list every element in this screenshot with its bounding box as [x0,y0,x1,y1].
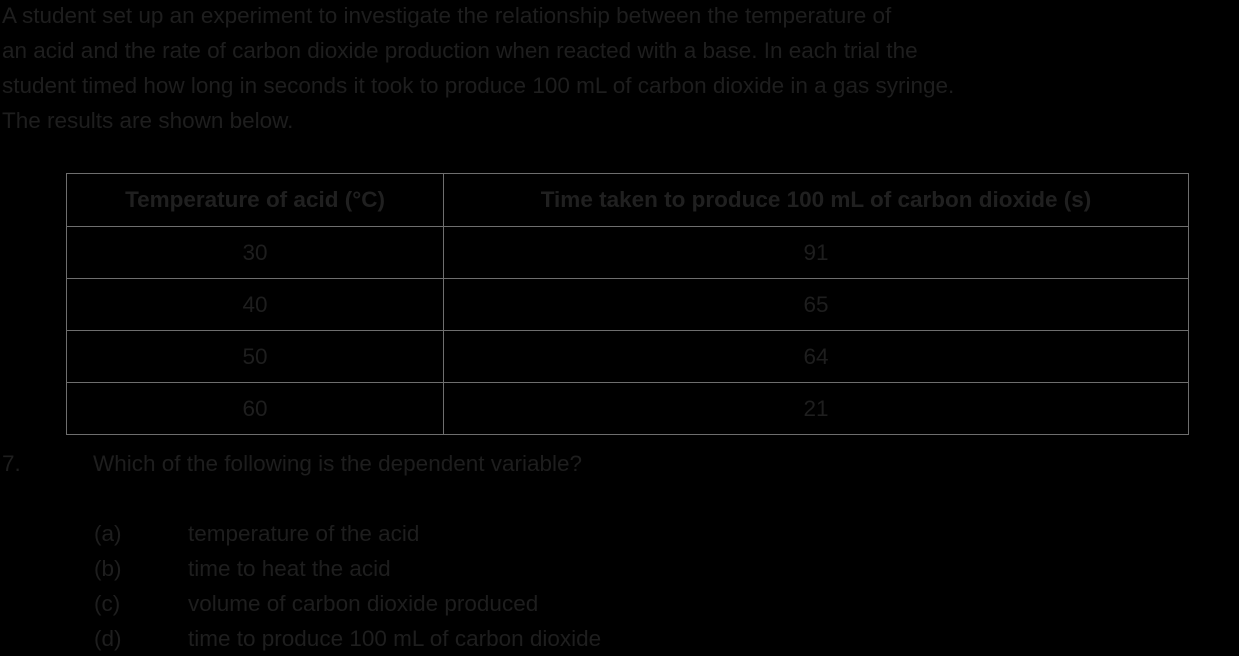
header-time: Time taken to produce 100 mL of carbon d… [443,173,1189,227]
question-text: Which of the following is the dependent … [93,451,583,476]
cell-temperature: 40 [66,278,444,331]
cell-temperature: 50 [66,330,444,383]
table-row: 60 21 [66,382,1189,435]
option-letter: (d) [94,626,122,651]
option-text: temperature of the acid [188,521,420,546]
option-letter: (c) [94,591,121,616]
results-table: Temperature of acid (°C) Time taken to p… [66,173,1189,435]
intro-line: A student set up an experiment to invest… [2,3,892,28]
table-header-row: Temperature of acid (°C) Time taken to p… [66,173,1189,227]
intro-line: an acid and the rate of carbon dioxide p… [2,38,918,63]
option-text: time to produce 100 mL of carbon dioxide [188,626,602,651]
cell-time: 64 [443,330,1189,383]
cell-time: 21 [443,382,1189,435]
intro-paragraph: A student set up an experiment to invest… [2,0,1239,138]
intro-line: The results are shown below. [2,108,294,133]
header-temperature: Temperature of acid (°C) [66,173,444,227]
option-text: volume of carbon dioxide produced [188,591,539,616]
cell-temperature: 60 [66,382,444,435]
intro-line: student timed how long in seconds it too… [2,73,955,98]
option-letter: (a) [94,521,122,546]
table-row: 30 91 [66,226,1189,279]
cell-time: 65 [443,278,1189,331]
cell-temperature: 30 [66,226,444,279]
table-row: 50 64 [66,330,1189,383]
table-row: 40 65 [66,278,1189,331]
question-number: 7. [2,451,21,476]
cell-time: 91 [443,226,1189,279]
option-letter: (b) [94,556,122,581]
option-text: time to heat the acid [188,556,391,581]
